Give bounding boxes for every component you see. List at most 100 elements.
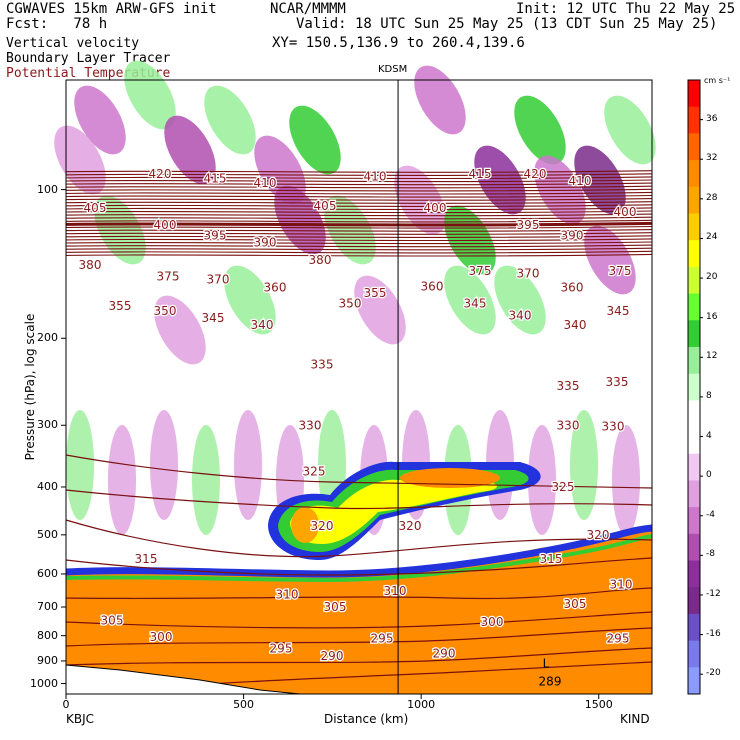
plot-frame bbox=[65, 79, 653, 695]
theta-label-11: 400 bbox=[614, 205, 637, 219]
vv-wave-16 bbox=[444, 265, 496, 335]
x-tick-label: 1500 bbox=[584, 698, 613, 711]
theta-label-12: 395 bbox=[204, 229, 227, 243]
theta-label-41: 330 bbox=[602, 420, 625, 434]
mid-band-13 bbox=[612, 425, 640, 535]
plume-orange bbox=[400, 468, 500, 488]
theta-label-18: 375 bbox=[157, 270, 180, 284]
theta-label-40: 330 bbox=[557, 418, 580, 432]
theta-line-upper-0 bbox=[65, 170, 653, 173]
theta-label-25: 360 bbox=[561, 281, 584, 295]
theta-label-52: 305 bbox=[101, 613, 124, 627]
theta-label-31: 340 bbox=[251, 318, 274, 332]
right-station-label: KIND bbox=[620, 712, 650, 726]
chart-title: KDSM bbox=[378, 64, 408, 75]
theta-label-46: 320 bbox=[587, 528, 610, 542]
theta-line-upper-5 bbox=[65, 185, 653, 189]
theta-line-lower-5 bbox=[65, 611, 653, 629]
colorbar-swatch-20 bbox=[688, 613, 700, 642]
colorbar-label: 36 bbox=[706, 113, 718, 124]
vv-wave-13 bbox=[574, 145, 626, 215]
theta-label-34: 340 bbox=[564, 318, 587, 332]
vv-wave-17 bbox=[414, 65, 466, 135]
mid-band-0 bbox=[66, 410, 94, 520]
theta-label-22: 375 bbox=[609, 264, 632, 278]
theta-line-upper-6 bbox=[65, 188, 653, 192]
y-tick-label: 700 bbox=[37, 600, 58, 614]
colorbar-swatch-15 bbox=[688, 480, 700, 508]
x-tick-label: 500 bbox=[233, 698, 255, 711]
mark-label-0: L bbox=[543, 656, 550, 670]
theta-line-upper-26 bbox=[65, 250, 653, 254]
vv-wave-1 bbox=[124, 60, 176, 130]
theta-label-56: 300 bbox=[481, 615, 504, 629]
mid-band-1 bbox=[108, 425, 136, 535]
theta-label-45: 320 bbox=[399, 519, 422, 533]
vv-wave-5 bbox=[289, 105, 341, 175]
colorbar-swatch-22 bbox=[688, 667, 700, 695]
vv-wave-11 bbox=[514, 95, 566, 165]
colorbar-swatch-10 bbox=[688, 346, 700, 375]
colorbar-label: 8 bbox=[706, 390, 712, 401]
theta-label-15: 390 bbox=[561, 229, 584, 243]
colorbar-label: 32 bbox=[706, 153, 718, 164]
init-time: Init: 12 UTC Thu 22 May 25 bbox=[516, 1, 736, 17]
vv-wave-2 bbox=[164, 115, 216, 185]
boundary-layer-edge-green bbox=[65, 534, 653, 583]
colorbar-label: -12 bbox=[706, 588, 721, 599]
theta-line-lower-0 bbox=[65, 454, 653, 489]
theta-line-upper-4 bbox=[65, 182, 653, 186]
terrain-edge bbox=[65, 664, 301, 695]
theta-line-lower-4 bbox=[65, 587, 653, 600]
colorbar-label: -8 bbox=[706, 549, 715, 560]
theta-label-20: 375 bbox=[469, 264, 492, 278]
colorbar-label: 24 bbox=[706, 232, 718, 243]
theta-label-0: 420 bbox=[149, 167, 172, 181]
theta-label-35: 345 bbox=[607, 304, 630, 318]
theta-label-61: 290 bbox=[433, 647, 456, 661]
y-tick-label: 500 bbox=[37, 527, 58, 541]
theta-label-23: 360 bbox=[264, 281, 287, 295]
theta-label-42: 325 bbox=[303, 464, 326, 478]
colorbar-swatch-4 bbox=[688, 186, 700, 214]
y-tick-label: 200 bbox=[37, 331, 58, 345]
colorbar-swatch-21 bbox=[688, 640, 700, 668]
valid-time: Valid: 18 UTC Sun 25 May 25 (13 CDT Sun … bbox=[296, 16, 718, 32]
center-name: NCAR/MMMM bbox=[270, 1, 346, 17]
mid-band-11 bbox=[528, 425, 556, 535]
colorbar-swatch-2 bbox=[688, 133, 700, 161]
mid-band-2 bbox=[150, 410, 178, 520]
theta-line-upper-27 bbox=[65, 253, 653, 257]
theta-line-upper-12 bbox=[65, 207, 653, 211]
theta-label-33: 340 bbox=[509, 309, 532, 323]
theta-line-lower-3 bbox=[65, 557, 653, 576]
theta-label-59: 295 bbox=[607, 631, 630, 645]
colorbar-swatch-6 bbox=[688, 240, 700, 268]
x-axis-label: Distance (km) bbox=[324, 712, 409, 726]
theta-label-43: 325 bbox=[552, 480, 575, 494]
theta-label-58: 295 bbox=[371, 631, 394, 645]
theta-label-27: 355 bbox=[109, 299, 132, 313]
theta-label-19: 370 bbox=[207, 272, 230, 286]
theta-label-1: 415 bbox=[204, 172, 227, 186]
theta-line-upper-2 bbox=[65, 176, 653, 180]
terrain bbox=[66, 665, 300, 694]
cross-section-coords: XY= 150.5,136.9 to 260.4,139.6 bbox=[272, 35, 525, 51]
theta-line-upper-9 bbox=[65, 198, 653, 201]
theta-label-17: 380 bbox=[309, 253, 332, 267]
theta-line-upper-24 bbox=[65, 244, 653, 248]
theta-label-13: 395 bbox=[517, 218, 540, 232]
theta-label-38: 335 bbox=[606, 375, 629, 389]
theta-line-upper-3 bbox=[65, 179, 653, 183]
vv-wave-0 bbox=[74, 85, 126, 155]
theta-label-3: 410 bbox=[364, 169, 387, 183]
mid-band-12 bbox=[570, 410, 598, 520]
y-tick-label: 1000 bbox=[30, 676, 58, 690]
colorbar-swatch-16 bbox=[688, 507, 700, 535]
colorbar-label: -4 bbox=[706, 509, 715, 520]
vv-wave-22 bbox=[494, 265, 546, 335]
colorbar-swatch-13 bbox=[688, 427, 700, 455]
theta-label-57: 295 bbox=[270, 642, 293, 656]
mid-band-3 bbox=[192, 425, 220, 535]
